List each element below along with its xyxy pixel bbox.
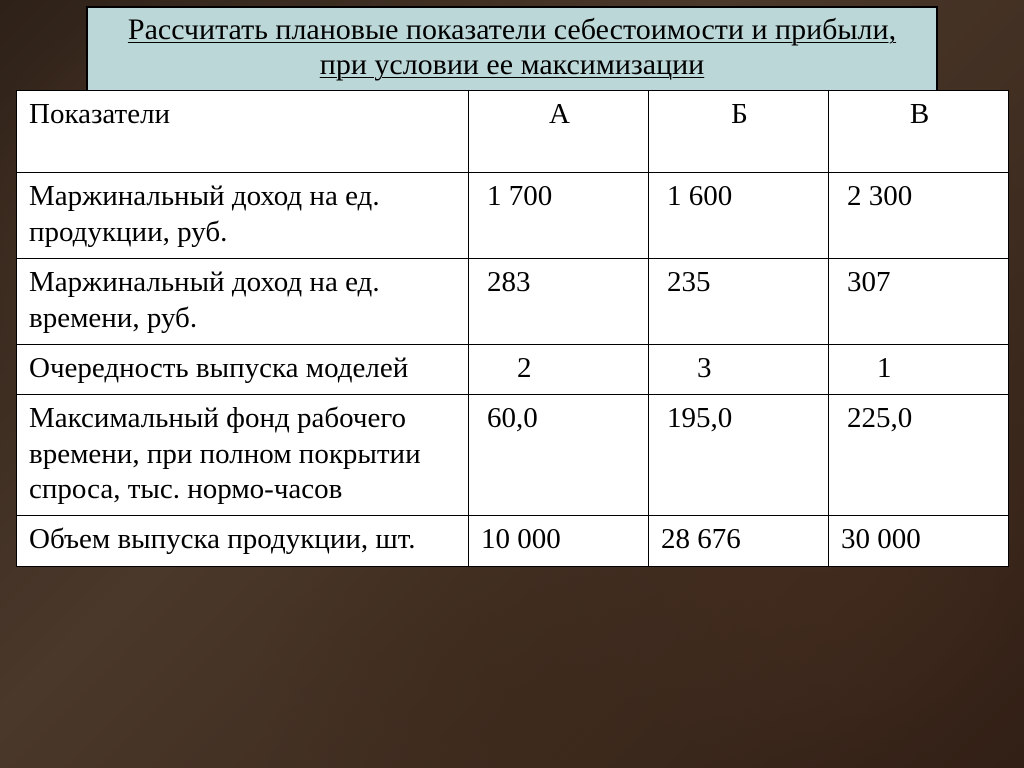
table-header-row: Показатели А Б В <box>17 91 1009 173</box>
col-header-label: Показатели <box>17 91 469 173</box>
slide: Рассчитать плановые показатели себестоим… <box>0 0 1024 768</box>
row-label: Маржинальный доход на ед. времени, руб. <box>17 259 469 345</box>
cell-v: 1 <box>829 344 1009 394</box>
cell-a: 283 <box>469 259 649 345</box>
cell-v: 30 000 <box>829 516 1009 566</box>
cell-a: 10 000 <box>469 516 649 566</box>
row-label: Очередность выпуска моделей <box>17 344 469 394</box>
row-label: Маржинальный доход на ед. продукции, руб… <box>17 173 469 259</box>
cell-a: 1 700 <box>469 173 649 259</box>
title-box: Рассчитать плановые показатели себестоим… <box>86 6 938 93</box>
cell-b: 195,0 <box>649 395 829 516</box>
table-row: Максимальный фонд рабочего времени, при … <box>17 395 1009 516</box>
page-title: Рассчитать плановые показатели себестоим… <box>102 12 922 83</box>
row-label: Максимальный фонд рабочего времени, при … <box>17 395 469 516</box>
cell-v: 225,0 <box>829 395 1009 516</box>
cell-a: 60,0 <box>469 395 649 516</box>
cell-a: 2 <box>469 344 649 394</box>
table-row: Маржинальный доход на ед. продукции, руб… <box>17 173 1009 259</box>
col-header-a: А <box>469 91 649 173</box>
cell-b: 1 600 <box>649 173 829 259</box>
table-row: Очередность выпуска моделей 2 3 1 <box>17 344 1009 394</box>
row-label: Объем выпуска продукции, шт. <box>17 516 469 566</box>
col-header-v: В <box>829 91 1009 173</box>
col-header-b: Б <box>649 91 829 173</box>
table-row: Маржинальный доход на ед. времени, руб. … <box>17 259 1009 345</box>
cell-b: 3 <box>649 344 829 394</box>
cell-b: 28 676 <box>649 516 829 566</box>
table-row: Объем выпуска продукции, шт. 10 000 28 6… <box>17 516 1009 566</box>
cell-b: 235 <box>649 259 829 345</box>
cell-v: 307 <box>829 259 1009 345</box>
cell-v: 2 300 <box>829 173 1009 259</box>
data-table: Показатели А Б В Маржинальный доход на е… <box>16 90 1009 567</box>
data-table-wrap: Показатели А Б В Маржинальный доход на е… <box>16 90 1008 567</box>
